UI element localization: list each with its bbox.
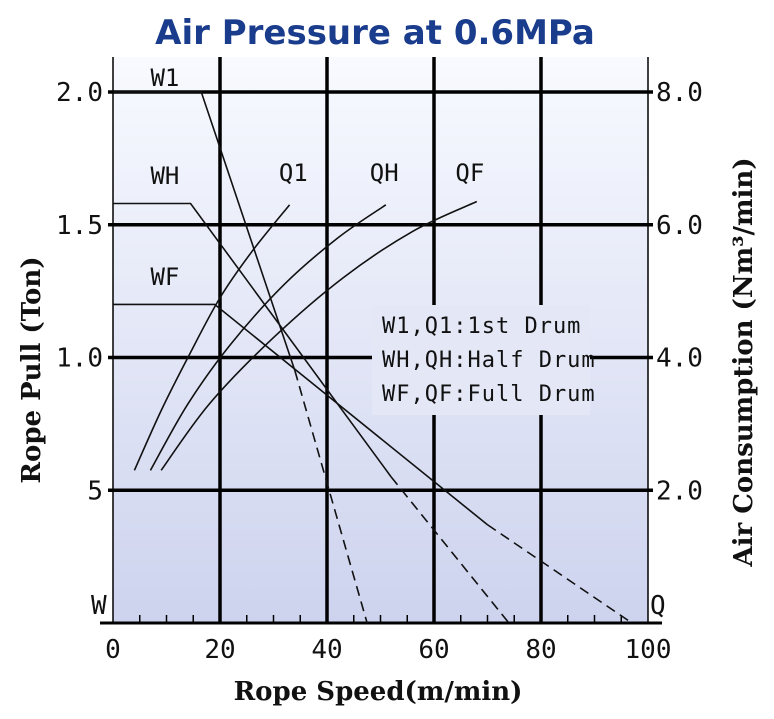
legend-entry: WH,QH:Half Drum — [382, 348, 596, 373]
x-tick-label: 20 — [204, 635, 235, 665]
y2-axis-title: Air Consumption (Nm³/min) — [729, 157, 759, 567]
y-tick-label: 2.0 — [56, 78, 103, 108]
series-W1-dashed — [294, 370, 368, 624]
x-tick-label: 80 — [525, 635, 556, 665]
y2-tick-label: 8.0 — [656, 78, 703, 108]
y2-tick-label: 4.0 — [656, 344, 703, 374]
series-label-Q1: Q1 — [279, 159, 308, 187]
x-axis-title: Rope Speed(m/min) — [234, 677, 523, 707]
axis-ticks: 0 20 40 60 80 100 5 1.0 1.5 2.0 2.0 4.0 6.0 8.0 — [56, 78, 703, 665]
y-tick-label: 1.5 — [56, 211, 103, 241]
series-label-WF: WF — [150, 263, 179, 291]
legend-box — [372, 305, 590, 415]
series-WF-solid — [113, 303, 489, 526]
series-WH-solid — [113, 202, 392, 478]
series-label-W1: W1 — [150, 64, 179, 92]
series-QF — [160, 200, 478, 471]
series-QH — [149, 204, 387, 471]
y-tick-label: 1.0 — [56, 344, 103, 374]
series-Q1 — [133, 204, 291, 471]
series-label-QH: QH — [370, 159, 399, 187]
series-label-QF: QF — [455, 159, 484, 187]
legend-entry: W1,Q1:1st Drum — [382, 314, 581, 339]
series-W1-solid — [113, 91, 296, 372]
legend-entry: WF,QF:Full Drum — [382, 382, 596, 407]
x-tick-label: 100 — [625, 635, 672, 665]
series-layer: W1 WH WF Q1 QH QF — [113, 64, 633, 624]
series-label-WH: WH — [150, 162, 179, 190]
y-axis-title: Rope Pull (Ton) — [17, 256, 47, 483]
x-tick-label: 60 — [418, 635, 449, 665]
corner-label-left: W — [91, 591, 107, 621]
x-tick-label: 40 — [311, 635, 342, 665]
legend: W1,Q1:1st Drum WH,QH:Half Drum WF,QF:Full … — [382, 314, 596, 407]
corner-label-right: Q — [650, 591, 666, 621]
chart-title: Air Pressure at 0.6MPa — [155, 13, 595, 53]
series-WF-dashed — [487, 524, 633, 624]
y2-tick-label: 2.0 — [656, 476, 703, 506]
y2-tick-label: 6.0 — [656, 211, 703, 241]
x-tick-label: 0 — [105, 635, 121, 665]
y-tick-label: 5 — [87, 476, 103, 506]
